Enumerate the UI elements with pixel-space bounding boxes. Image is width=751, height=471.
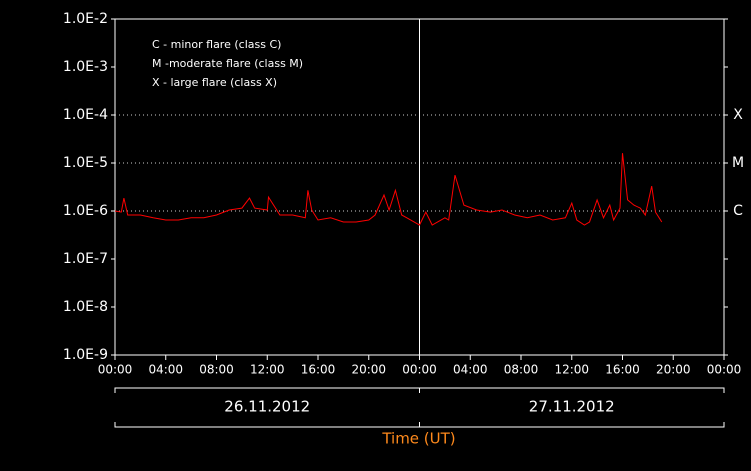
x-tick-label: 00:00	[402, 363, 437, 377]
y-tick-label: 1.0E-5	[63, 155, 108, 171]
x-tick-label: 04:00	[148, 363, 183, 377]
legend-note: C - minor flare (class C)	[152, 38, 281, 51]
x-tick-label: 12:00	[250, 363, 285, 377]
date-label: 26.11.2012	[224, 398, 310, 416]
y-tick-label: 1.0E-7	[63, 251, 108, 267]
legend-note: M -moderate flare (class M)	[152, 57, 303, 70]
date-bracket	[419, 387, 725, 428]
x-tick-label: 12:00	[554, 363, 589, 377]
flare-level-label: M	[732, 155, 744, 171]
x-tick-label: 16:00	[605, 363, 640, 377]
legend-note: X - large flare (class X)	[152, 76, 277, 89]
y-tick-label: 1.0E-4	[63, 107, 108, 123]
x-axis-label: Time (UT)	[381, 430, 455, 448]
x-tick-label: 16:00	[301, 363, 336, 377]
date-label: 27.11.2012	[529, 398, 615, 416]
y-tick-label: 1.0E-9	[63, 347, 108, 363]
y-tick-label: 1.0E-6	[63, 203, 108, 219]
flare-level-label: C	[733, 203, 743, 219]
x-tick-label: 20:00	[656, 363, 691, 377]
flare-level-label: X	[733, 107, 743, 123]
x-tick-label: 08:00	[199, 363, 234, 377]
x-tick-label: 04:00	[453, 363, 488, 377]
x-tick-label: 00:00	[98, 363, 133, 377]
x-tick-label: 20:00	[351, 363, 386, 377]
y-tick-label: 1.0E-3	[63, 59, 108, 75]
y-tick-label: 1.0E-8	[63, 299, 108, 315]
x-tick-label: 08:00	[504, 363, 539, 377]
y-tick-label: 1.0E-2	[63, 11, 108, 27]
x-tick-label: 00:00	[707, 363, 742, 377]
flux-line	[114, 153, 663, 226]
